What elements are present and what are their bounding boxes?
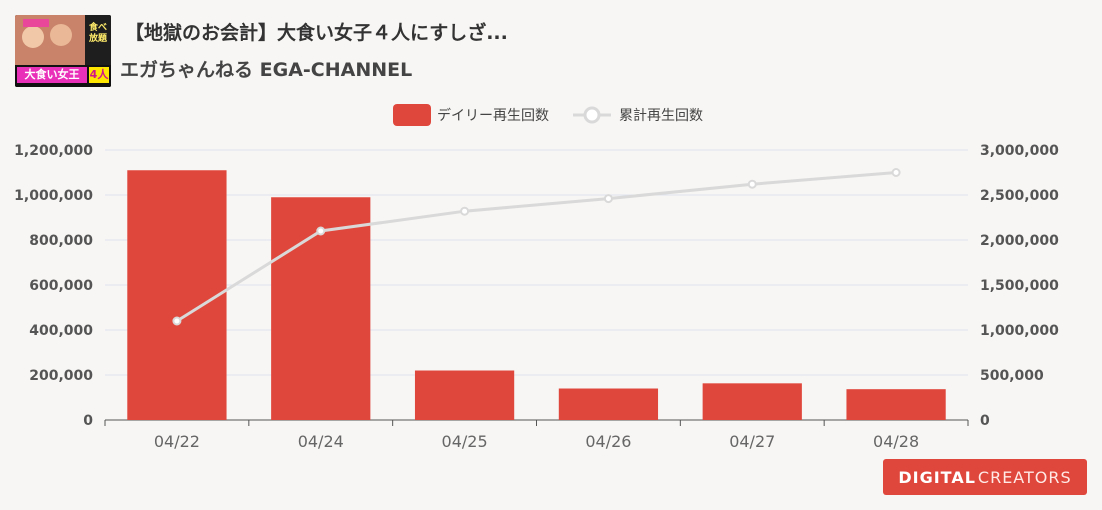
y-right-tick-label: 3,000,000 [980,143,1059,159]
y-right-tick-label: 0 [980,413,990,429]
bar-04-25 [414,370,515,420]
bar-04-26 [558,388,659,420]
y-left-tick-label: 400,000 [29,323,93,339]
logo-text-light: CREATORS [977,467,1072,487]
y-left-tick-label: 600,000 [29,278,93,294]
y-right-tick-label: 1,500,000 [980,278,1059,294]
y-left-tick-label: 1,200,000 [14,143,93,159]
y-right-tick-label: 500,000 [980,368,1044,384]
legend-label-cumulative: 累計再生回数 [619,108,703,124]
digital-creators-logo: DIGITAL CREATORS [883,459,1087,495]
channel-name[interactable]: エガちゃんねる EGA-CHANNEL [120,59,413,81]
y-right-tick-label: 2,000,000 [980,233,1059,249]
y-left-tick-label: 1,000,000 [14,188,93,204]
cumulative-point [460,206,470,216]
legend-label-daily: デイリー再生回数 [437,107,549,124]
x-tick-label: 04/28 [873,432,919,451]
cumulative-point [747,179,757,189]
cumulative-line [176,171,897,323]
logo-text-bold: DIGITAL [898,467,976,487]
x-tick-label: 04/25 [442,432,488,451]
cumulative-point [603,194,613,204]
cumulative-point [891,168,901,177]
legend-line-marker [583,106,601,124]
y-right-tick-label: 1,000,000 [980,323,1059,339]
bar-04-27 [702,383,802,420]
legend-bar-swatch [393,104,431,126]
video-title[interactable]: 【地獄のお会計】大食い女子４人にすしざ... [125,22,508,44]
x-tick-label: 04/26 [585,432,631,451]
cumulative-point [316,226,326,236]
thumbnail-caption-main: 大食い女王 [24,68,80,81]
thumbnail-count-badge: 4人 [89,67,109,83]
cumulative-point [172,316,182,326]
x-tick-label: 04/24 [298,432,344,451]
y-left-tick-label: 800,000 [29,233,93,249]
thumbnail-caption: 大食い女王 [17,67,87,83]
video-thumbnail[interactable]: 大食い女王 4人 食べ放題 [15,15,111,87]
bar-04-22 [127,170,227,420]
x-tick-label: 04/27 [729,432,775,451]
y-right-tick-label: 2,500,000 [980,188,1059,204]
y-left-tick-label: 200,000 [29,368,93,384]
bar-04-28 [846,389,946,420]
y-left-tick-label: 0 [83,413,93,429]
thumbnail-side-text: 食べ放題 [88,23,107,44]
x-tick-label: 04/22 [154,432,200,451]
